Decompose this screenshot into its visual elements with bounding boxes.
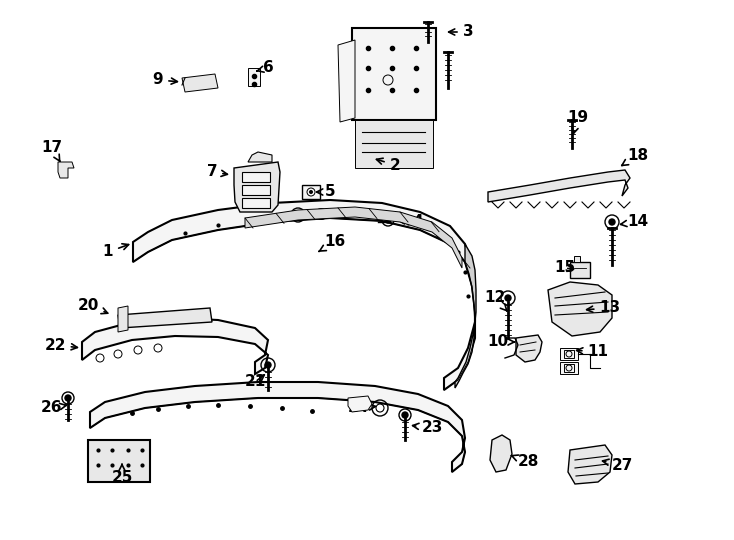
Polygon shape: [118, 306, 128, 332]
Polygon shape: [90, 382, 465, 472]
Polygon shape: [338, 40, 355, 122]
Circle shape: [505, 295, 511, 301]
Text: 17: 17: [41, 140, 62, 161]
Text: 9: 9: [153, 72, 178, 87]
Circle shape: [295, 212, 301, 218]
Polygon shape: [490, 435, 512, 472]
Bar: [88, 440, 150, 482]
Polygon shape: [182, 74, 218, 92]
Bar: [352, 28, 436, 120]
Text: 21: 21: [244, 375, 266, 389]
Bar: [242, 198, 270, 208]
Text: 12: 12: [484, 291, 507, 311]
Text: 3: 3: [448, 24, 473, 39]
Polygon shape: [248, 152, 272, 162]
Bar: [248, 68, 260, 86]
Text: 20: 20: [77, 298, 108, 314]
Text: 10: 10: [487, 334, 515, 349]
Text: 2: 2: [377, 158, 400, 172]
Text: 27: 27: [603, 457, 633, 472]
Bar: [242, 172, 270, 182]
Circle shape: [385, 217, 391, 223]
Bar: [355, 120, 433, 168]
Polygon shape: [234, 162, 280, 212]
Bar: [560, 348, 578, 360]
Text: 1: 1: [103, 244, 128, 260]
Text: 11: 11: [577, 345, 608, 360]
Polygon shape: [58, 162, 74, 178]
Circle shape: [309, 190, 313, 194]
Text: 25: 25: [112, 464, 133, 485]
Polygon shape: [516, 335, 542, 362]
Polygon shape: [82, 318, 268, 374]
Text: 28: 28: [512, 455, 539, 469]
Bar: [564, 364, 574, 372]
Text: 13: 13: [586, 300, 620, 315]
Text: 14: 14: [620, 214, 649, 230]
Bar: [302, 185, 320, 199]
Polygon shape: [548, 282, 612, 336]
Text: 18: 18: [622, 147, 649, 166]
Text: 6: 6: [257, 60, 273, 76]
Text: 23: 23: [413, 421, 443, 435]
Polygon shape: [118, 308, 212, 328]
Text: 22: 22: [44, 338, 77, 353]
Text: 26: 26: [41, 401, 66, 415]
Bar: [570, 262, 590, 278]
Polygon shape: [348, 396, 372, 412]
Circle shape: [265, 362, 271, 368]
Polygon shape: [133, 200, 475, 390]
Polygon shape: [488, 170, 630, 202]
Polygon shape: [245, 207, 462, 268]
Bar: [564, 350, 574, 358]
Circle shape: [609, 219, 615, 225]
Text: 24: 24: [347, 401, 376, 415]
Bar: [242, 185, 270, 195]
Polygon shape: [455, 244, 476, 388]
Polygon shape: [568, 445, 612, 484]
Circle shape: [402, 412, 408, 418]
Text: 15: 15: [554, 260, 575, 275]
Text: 5: 5: [316, 185, 335, 199]
Polygon shape: [574, 256, 580, 262]
Bar: [560, 362, 578, 374]
Text: 16: 16: [319, 234, 346, 252]
Text: 8: 8: [307, 207, 325, 222]
Text: 19: 19: [567, 111, 589, 133]
Text: 7: 7: [207, 165, 228, 179]
Text: 4: 4: [399, 214, 424, 230]
Circle shape: [65, 395, 71, 401]
